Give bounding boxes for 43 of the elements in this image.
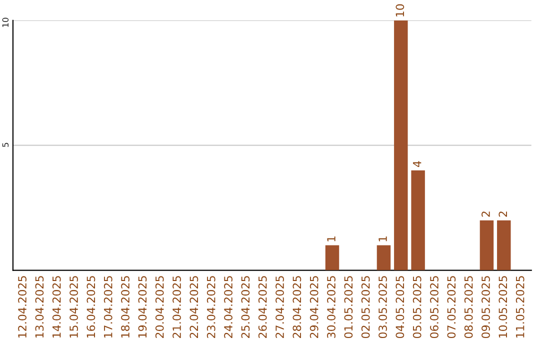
- x-tick-label: 12.04.2025: [18, 276, 26, 338]
- x-tick-label: 08.05.2025: [464, 276, 473, 338]
- x-tick-label: 22.04.2025: [190, 276, 198, 338]
- x-tick-label: 04.05.2025: [396, 276, 404, 338]
- x-tick-label: 25.04.2025: [241, 276, 250, 338]
- data-label: 10: [396, 4, 404, 16]
- data-label: 1: [327, 236, 336, 242]
- x-tick-label: 30.04.2025: [327, 276, 336, 338]
- x-tick-label: 27.04.2025: [276, 276, 284, 338]
- x-tick-label: 11.05.2025: [516, 276, 524, 338]
- bar: [411, 170, 425, 270]
- data-label: 1: [378, 236, 387, 242]
- x-tick-label: 07.05.2025: [447, 276, 456, 338]
- x-tick-label: 16.04.2025: [86, 276, 96, 338]
- x-tick-label: 15.04.2025: [70, 276, 78, 338]
- x-tick-label: 10.05.2025: [498, 276, 508, 338]
- x-tick-label: 21.04.2025: [172, 276, 181, 338]
- x-tick-label: 14.04.2025: [52, 276, 61, 338]
- x-tick-label: 20.04.2025: [155, 276, 164, 338]
- x-tick-label: 05.05.2025: [412, 276, 422, 338]
- x-tick-label: 28.04.2025: [292, 276, 302, 338]
- x-tick-label: 29.04.2025: [310, 276, 318, 338]
- bar: [497, 220, 511, 270]
- x-tick-label: 02.05.2025: [361, 276, 370, 338]
- bar: [325, 245, 340, 270]
- x-tick-label: 13.04.2025: [35, 276, 44, 338]
- bar: [376, 245, 391, 270]
- bar: [394, 20, 408, 270]
- data-label: 4: [413, 161, 422, 168]
- x-tick-label: 17.04.2025: [104, 276, 112, 338]
- x-tick-label: 26.04.2025: [258, 276, 267, 338]
- x-tick-label: 19.04.2025: [138, 276, 147, 338]
- x-tick-label: 06.05.2025: [430, 276, 438, 338]
- x-tick-label: 24.04.2025: [224, 276, 232, 338]
- bar: [480, 220, 494, 270]
- x-tick-label: 23.04.2025: [206, 276, 216, 338]
- x-tick-label: 18.04.2025: [121, 276, 130, 338]
- x-tick-label: 09.05.2025: [482, 276, 490, 338]
- x-tick-label: 03.05.2025: [378, 276, 387, 338]
- data-label: 2: [498, 212, 507, 217]
- x-tick-label: 01.05.2025: [344, 276, 353, 338]
- data-label: 2: [482, 212, 490, 217]
- y-tick-label: 5: [2, 142, 9, 147]
